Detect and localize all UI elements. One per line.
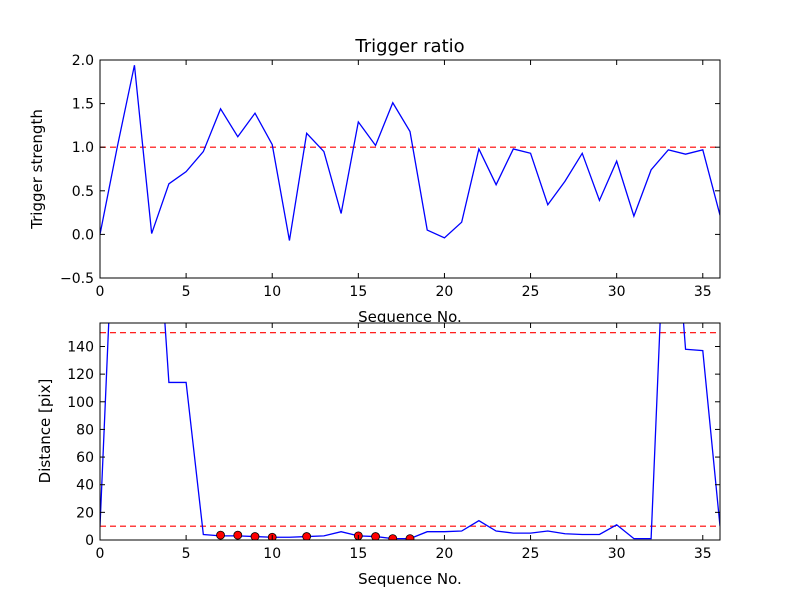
top-x-tick-label: 10 (263, 284, 281, 300)
bottom-plot-frame (99, 322, 721, 541)
bottom-x-tick-label: 15 (349, 546, 367, 562)
top-y-tick-label: 1.0 (72, 140, 94, 156)
top-panel: 0 5 10 15 20 25 30 35 −0.5 0.0 0.5 1.0 1.5 2.0 Trigge… (28, 36, 721, 326)
bottom-y-tick-label: 0 (85, 533, 94, 549)
top-x-tick-label: 5 (182, 284, 191, 300)
bottom-x-tick-label: 25 (522, 546, 540, 562)
bottom-plot-area (100, 323, 720, 540)
bottom-marker-point (302, 532, 312, 540)
top-x-tick-label: 20 (436, 284, 454, 300)
bottom-marker-point (233, 530, 243, 540)
bottom-y-tick-label: 100 (67, 395, 94, 411)
top-y-tick-label: 2.0 (72, 53, 94, 69)
bottom-y-tick-label: 20 (76, 505, 94, 521)
bottom-y-tick-label: 120 (67, 367, 94, 383)
bottom-marker-point (405, 534, 415, 540)
top-x-tick-label: 0 (96, 284, 105, 300)
top-plot-frame (99, 59, 721, 279)
bottom-y-axis-label: Distance [pix] (36, 379, 54, 484)
bottom-y-tick-label: 60 (76, 450, 94, 466)
top-series-line-0 (100, 65, 720, 241)
bottom-marker-point (388, 534, 398, 540)
bottom-x-tick-label: 20 (436, 546, 454, 562)
top-x-tick-label: 25 (522, 284, 540, 300)
top-y-axis-label: Trigger strength (28, 109, 46, 230)
bottom-x-tick-label: 5 (182, 546, 191, 562)
bottom-x-tick-label: 10 (263, 546, 281, 562)
top-y-tick-label: 1.5 (72, 97, 94, 113)
top-plot-area (100, 60, 720, 278)
bottom-y-tick-label: 40 (76, 478, 94, 494)
bottom-x-tick-label: 35 (694, 546, 712, 562)
top-x-tick-label: 30 (608, 284, 626, 300)
top-y-tick-label: 0.5 (72, 184, 94, 200)
bottom-x-tick-label: 0 (96, 546, 105, 562)
top-x-axis-label: Sequence No. (358, 308, 462, 326)
top-chart-title: Trigger ratio (354, 36, 464, 57)
bottom-marker-point (371, 532, 380, 540)
bottom-y-tick-label: 140 (67, 339, 94, 355)
top-y-tick-label: 0.0 (72, 227, 94, 243)
top-x-tick-label: 15 (349, 284, 367, 300)
bottom-x-tick-label: 30 (608, 546, 626, 562)
bottom-marker-point (216, 530, 225, 540)
bottom-y-tick-label: 80 (76, 422, 94, 438)
bottom-marker-point (250, 532, 260, 540)
bottom-panel: 0 5 10 15 20 25 30 35 0 20 40 60 80 100 120 140 Sequenc… (36, 322, 721, 588)
top-y-tick-label: −0.5 (60, 271, 94, 287)
top-x-tick-label: 35 (694, 284, 712, 300)
bottom-x-axis-label: Sequence No. (358, 570, 462, 588)
